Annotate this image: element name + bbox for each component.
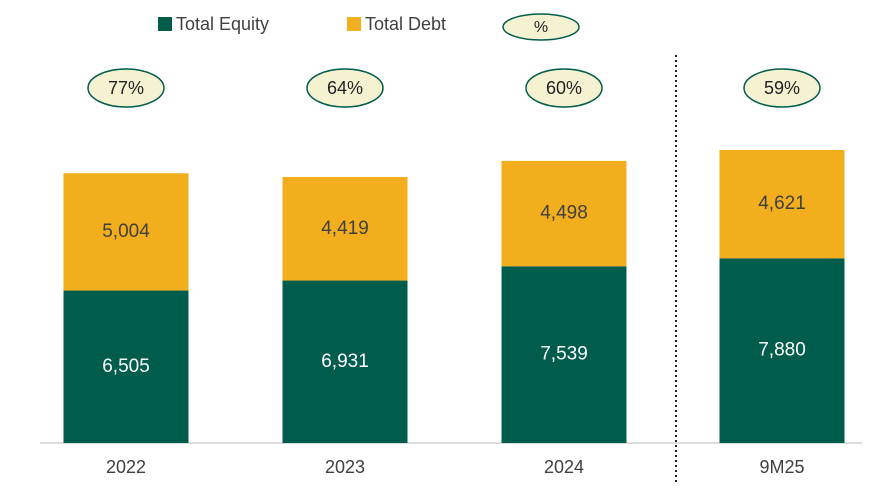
legend-label: Total Debt [365, 14, 446, 34]
data-label: 7,880 [758, 340, 806, 361]
ratio-badge [87, 68, 165, 108]
data-label: 4,621 [758, 193, 806, 214]
legend-swatch [158, 17, 172, 31]
bar-segment [719, 258, 845, 443]
data-label: 4,419 [321, 218, 369, 239]
bar-segment [282, 280, 408, 443]
data-label: 5,004 [102, 221, 150, 242]
ratio-label: 60% [546, 78, 582, 98]
legend-ratio-badge [502, 13, 580, 41]
ratio-badge [743, 68, 821, 108]
data-label: 4,498 [540, 203, 588, 224]
ratio-label: 77% [108, 78, 144, 98]
ratio-badge [525, 68, 603, 108]
ratio-label: 64% [327, 78, 363, 98]
ratio-badge [306, 68, 384, 108]
bar-segment [501, 266, 627, 443]
legend-swatch [347, 17, 361, 31]
x-tick-label: 2024 [544, 457, 584, 477]
legend-label: Total Equity [176, 14, 269, 34]
x-tick-label: 2022 [106, 457, 146, 477]
legend-label: % [534, 19, 548, 36]
data-label: 6,931 [321, 351, 369, 372]
x-tick-label: 9M25 [759, 457, 804, 477]
bar-segment [63, 290, 189, 443]
data-label: 7,539 [540, 344, 588, 365]
ratio-label: 59% [764, 78, 800, 98]
data-label: 6,505 [102, 356, 150, 377]
bar-segment [501, 160, 627, 267]
bar-segment [282, 176, 408, 281]
bar-segment [719, 150, 845, 259]
bar-segment [63, 173, 189, 291]
x-tick-label: 2023 [325, 457, 365, 477]
